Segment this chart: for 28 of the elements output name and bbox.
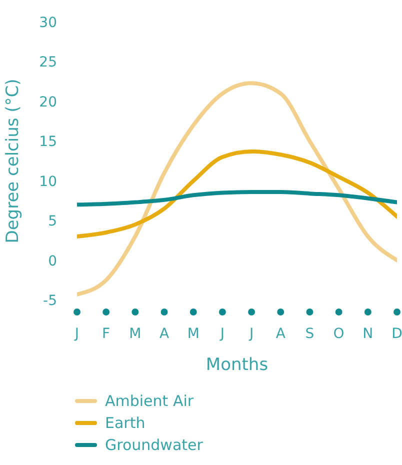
x-tick-label: N xyxy=(362,326,374,342)
y-tick-label: 0 xyxy=(48,253,57,270)
x-tick-label: J xyxy=(219,326,225,342)
x-tick-label: S xyxy=(305,326,314,342)
y-tick-label: 10 xyxy=(39,174,57,190)
x-tick-label: J xyxy=(74,326,80,342)
x-tick-label: F xyxy=(102,326,110,342)
y-tick-label: -5 xyxy=(43,292,57,309)
line-series xyxy=(77,149,397,238)
x-tick-label: M xyxy=(187,326,200,342)
x-tick-label: M xyxy=(129,326,142,342)
x-axis-title: Months xyxy=(206,355,268,375)
x-tick-label: A xyxy=(159,326,170,342)
line-series xyxy=(77,190,397,207)
y-tick-label: 5 xyxy=(48,214,57,230)
line-series xyxy=(77,81,397,296)
y-tick-label: 30 xyxy=(39,14,57,31)
y-axis-title: Degree celcius (°C) xyxy=(3,78,24,244)
x-tick-label: J xyxy=(248,326,254,342)
legend-label: Groundwater xyxy=(105,435,203,456)
x-tick-label: O xyxy=(333,326,344,342)
y-tick-label: 15 xyxy=(39,134,57,150)
legend-label: Ambient Air xyxy=(105,391,194,412)
legend-label: Earth xyxy=(105,413,146,434)
y-tick-label: 20 xyxy=(39,94,57,110)
x-tick-label: A xyxy=(276,326,286,342)
x-tick-label: D xyxy=(392,326,402,342)
y-tick-label: 25 xyxy=(39,54,57,71)
